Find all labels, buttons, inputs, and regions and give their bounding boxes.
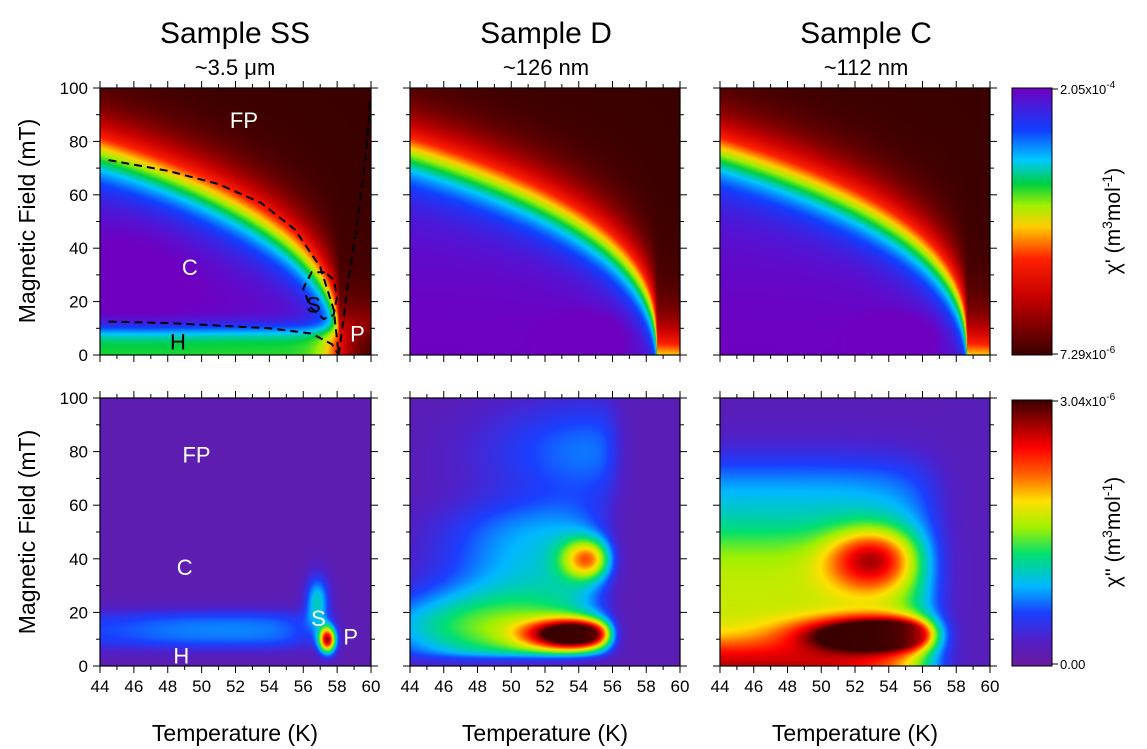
y-tick-label: 100 [60, 79, 88, 98]
col-subtitle-d: ~126 nm [503, 55, 589, 80]
y-tick-label: 100 [60, 389, 88, 408]
region-label-top-h: H [170, 330, 186, 355]
colorbar-chi2: 3.04x10-6 0.00 χ'' (m3mol-1) [1011, 392, 1125, 672]
colorbar-chi2-title: χ'' (m3mol-1) [1099, 477, 1125, 587]
y-tick-label: 80 [69, 443, 88, 462]
y-tick-label: 60 [69, 186, 88, 205]
x-axis-label-d: Temperature (K) [462, 720, 628, 746]
x-tick-label: 44 [401, 677, 420, 696]
x-tick-label: 46 [744, 677, 763, 696]
x-tick-label: 56 [603, 677, 622, 696]
heatmap-c-chi2 [720, 398, 990, 666]
x-tick-label: 54 [260, 677, 279, 696]
x-tick-label: 54 [879, 677, 898, 696]
x-tick-label: 56 [913, 677, 932, 696]
heatmap-c-chi1 [720, 88, 990, 355]
y-tick-label: 0 [79, 657, 88, 676]
x-tick-label: 48 [778, 677, 797, 696]
colorbar-chi1: 2.05x10-4 7.29x10-6 χ' (m3mol-1) [1011, 80, 1125, 362]
heatmap-d-chi1 [410, 88, 680, 355]
x-tick-label: 50 [502, 677, 521, 696]
x-tick-label: 60 [981, 677, 1000, 696]
y-tick-label: 80 [69, 132, 88, 151]
x-tick-label: 58 [328, 677, 347, 696]
region-label-bottom-p: P [343, 625, 358, 650]
region-label-bottom-c: C [177, 555, 193, 580]
x-tick-label: 54 [569, 677, 588, 696]
x-tick-label: 52 [226, 677, 245, 696]
x-axis-label-ss: Temperature (K) [152, 720, 318, 746]
colorbar-chi1-max-label: 2.05x10-4 [1060, 80, 1116, 97]
x-tick-label: 48 [158, 677, 177, 696]
x-tick-label: 52 [846, 677, 865, 696]
x-tick-label: 58 [637, 677, 656, 696]
x-tick-label: 50 [192, 677, 211, 696]
y-tick-label: 20 [69, 603, 88, 622]
x-tick-label: 48 [468, 677, 487, 696]
region-label-top-s: S [306, 292, 321, 317]
x-tick-label: 50 [812, 677, 831, 696]
x-tick-label: 44 [91, 677, 110, 696]
region-label-bottom-fp: FP [182, 442, 210, 467]
y-tick-label: 20 [69, 293, 88, 312]
region-label-top-c: C [182, 255, 198, 280]
col-subtitle-ss: ~3.5 μm [195, 55, 276, 80]
colorbar-chi1-min-label: 7.29x10-6 [1060, 345, 1116, 362]
colorbar-chi1-gradient [1011, 87, 1053, 356]
col-title-d: Sample D [480, 17, 612, 50]
colorbar-chi2-min-label: 0.00 [1060, 657, 1085, 672]
x-tick-label: 46 [434, 677, 453, 696]
x-tick-label: 56 [294, 677, 313, 696]
heatmap-layer [100, 88, 990, 666]
x-tick-label: 44 [711, 677, 730, 696]
colorbar-chi2-gradient [1011, 399, 1053, 667]
col-subtitle-c: ~112 nm [824, 55, 909, 80]
x-tick-label: 52 [536, 677, 555, 696]
axes-layer: 0 20 40 60 80 100 44 46 48 50 52 54 56 58 60 0 20 40 60 80 1… [60, 79, 1000, 696]
x-tick-label: 46 [124, 677, 143, 696]
phase-boundary-c-h [108, 320, 340, 355]
colorbar-chi2-max-label: 3.04x10-6 [1060, 392, 1116, 409]
heatmap-d-chi2 [410, 398, 680, 666]
phase-boundaries [108, 101, 371, 355]
region-label-top-fp: FP [230, 108, 258, 133]
col-title-ss: Sample SS [160, 17, 310, 50]
y-axis-label-bottom: Magnetic Field (mT) [14, 430, 40, 634]
heatmap-ss-chi1 [100, 88, 371, 355]
x-tick-label: 58 [947, 677, 966, 696]
x-tick-label: 60 [362, 677, 381, 696]
y-tick-label: 60 [69, 496, 88, 515]
region-label-bottom-h: H [173, 643, 189, 668]
col-title-c: Sample C [800, 17, 932, 50]
heatmap-ss-chi2 [100, 398, 371, 666]
x-tick-label: 60 [671, 677, 690, 696]
phase-boundary-fp-c [108, 159, 340, 355]
region-label-bottom-s: S [311, 606, 326, 631]
x-axis-label-c: Temperature (K) [772, 720, 938, 746]
y-tick-label: 40 [69, 550, 88, 569]
region-label-top-p: P [350, 322, 365, 347]
y-tick-label: 0 [79, 346, 88, 365]
phase-boundary-s-pocket [302, 271, 339, 321]
colorbar-chi1-title: χ' (m3mol-1) [1099, 168, 1125, 274]
y-tick-label: 40 [69, 239, 88, 258]
phase-boundary-p-fp [337, 101, 371, 355]
y-axis-label-top: Magnetic Field (mT) [14, 119, 40, 323]
